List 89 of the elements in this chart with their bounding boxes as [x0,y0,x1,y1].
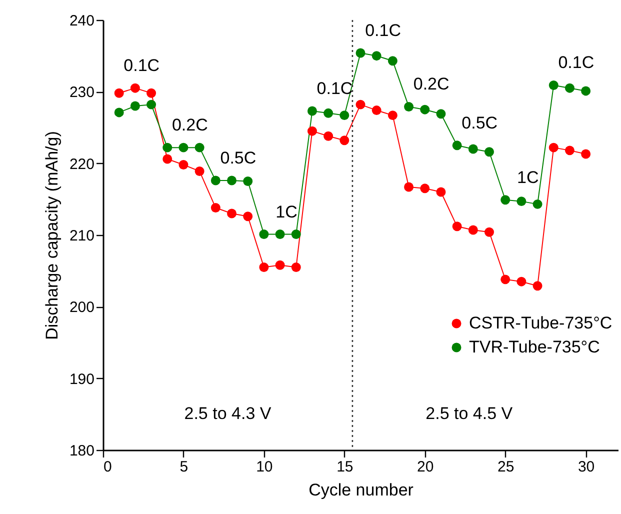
point [388,56,398,66]
point [548,80,558,90]
point [372,106,382,116]
point [275,230,285,240]
legend-label: TVR-Tube-735°C [469,338,600,356]
point [516,196,526,206]
point [436,187,446,197]
point [194,142,204,152]
point [484,227,494,237]
x-tick-label: 5 [180,458,188,476]
point [420,104,430,114]
point [356,100,366,110]
x-tick-label: 20 [417,458,434,476]
point [388,110,398,120]
point [340,110,350,120]
point [324,131,334,141]
point [564,83,574,93]
point [404,182,414,192]
point [436,109,446,119]
annotation: 1C [517,168,539,187]
x-axis-title: Cycle number [308,480,414,500]
y-tick-label: 200 [69,299,94,316]
y-tick-label: 230 [69,84,94,102]
annotation: 0.1C [124,56,160,76]
point [500,274,510,284]
point [324,108,334,118]
point [452,140,462,150]
annotation: 0.2C [172,116,208,135]
annotation: 0.1C [558,53,594,72]
point [452,222,462,232]
point [484,147,494,157]
y-tick-label: 190 [69,370,94,388]
y-tick-label: 220 [69,156,94,173]
annotation: 2.5 to 4.3 V [184,404,272,423]
point [468,225,478,235]
point [404,102,414,112]
point [307,106,317,116]
annotation: 0.5C [220,148,256,168]
point [162,142,172,152]
x-tick-label: 0 [104,458,112,476]
point [210,176,220,186]
point [210,203,220,212]
annotation: 1C [276,202,298,222]
point [500,195,510,205]
point [114,88,124,98]
point [356,48,366,58]
x-tick-label: 30 [578,458,595,476]
point [194,166,204,176]
point [146,88,156,98]
point [532,281,542,291]
point [468,144,478,154]
y-axis-title: Discharge capacity (mAh/g) [42,131,62,340]
point [259,230,269,240]
point [548,142,558,152]
point [130,101,140,111]
point [291,262,301,272]
annotation: 0.2C [413,74,450,94]
x-tick-label: 25 [498,458,514,476]
x-tick-label: 15 [336,458,354,476]
point [340,136,350,146]
point [516,276,526,286]
point [259,262,269,272]
point [114,108,124,118]
point [243,176,253,186]
point [532,199,542,209]
point [372,51,382,61]
point [178,142,188,152]
point [130,83,140,93]
annotation: 2.5 to 4.5 V [426,404,514,423]
point [227,176,236,186]
point [243,212,253,222]
annotation: 0.5C [462,113,498,132]
point [146,100,156,110]
point [581,149,591,159]
point [420,184,430,194]
point [581,86,591,96]
annotation: 0.1C [365,20,401,40]
point [307,126,317,136]
point [564,146,574,156]
point [162,154,172,164]
y-tick-label: 210 [69,228,94,244]
point [275,260,285,270]
y-tick-label: 180 [69,442,94,460]
point [227,208,236,218]
x-tick-label: 10 [256,458,273,476]
point [291,230,301,240]
y-tick-label: 240 [69,12,94,30]
point [178,160,188,170]
legend-label: CSTR-Tube-735°C [469,314,612,332]
